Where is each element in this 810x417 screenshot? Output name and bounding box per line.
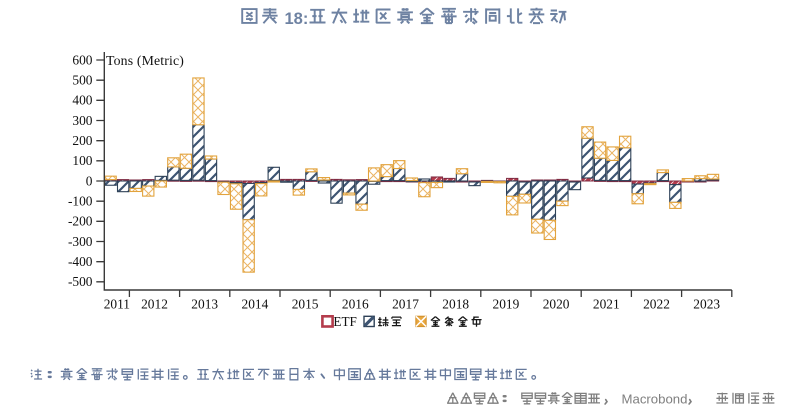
svg-text:400: 400 — [72, 93, 92, 108]
svg-text:18:: 18: — [285, 10, 309, 28]
svg-text:-100: -100 — [68, 194, 93, 209]
svg-text:2022: 2022 — [643, 297, 670, 312]
svg-text:-400: -400 — [68, 254, 93, 269]
svg-text:2019: 2019 — [493, 297, 520, 312]
svg-text:-200: -200 — [68, 214, 93, 229]
svg-text:2013: 2013 — [191, 297, 218, 312]
svg-text:2011: 2011 — [104, 297, 130, 312]
svg-text:100: 100 — [72, 153, 92, 168]
svg-text:2021: 2021 — [593, 297, 620, 312]
svg-text:Tons (Metric): Tons (Metric) — [106, 53, 184, 69]
svg-text:ETF: ETF — [333, 314, 356, 329]
svg-text:-300: -300 — [68, 234, 93, 249]
svg-text:2014: 2014 — [242, 297, 269, 312]
svg-text:2015: 2015 — [292, 297, 319, 312]
svg-text:2017: 2017 — [392, 297, 419, 312]
svg-text:2012: 2012 — [141, 297, 168, 312]
svg-text:-500: -500 — [68, 274, 93, 289]
svg-text:Macrobond: Macrobond — [622, 391, 688, 406]
svg-text:0: 0 — [86, 173, 93, 188]
svg-text:600: 600 — [72, 52, 92, 67]
svg-text:2016: 2016 — [342, 297, 369, 312]
svg-text:500: 500 — [72, 73, 92, 88]
svg-text:300: 300 — [72, 113, 92, 128]
svg-text:200: 200 — [72, 133, 92, 148]
svg-text:2020: 2020 — [543, 297, 570, 312]
svg-text:2018: 2018 — [442, 297, 469, 312]
svg-text:2023: 2023 — [693, 297, 720, 312]
